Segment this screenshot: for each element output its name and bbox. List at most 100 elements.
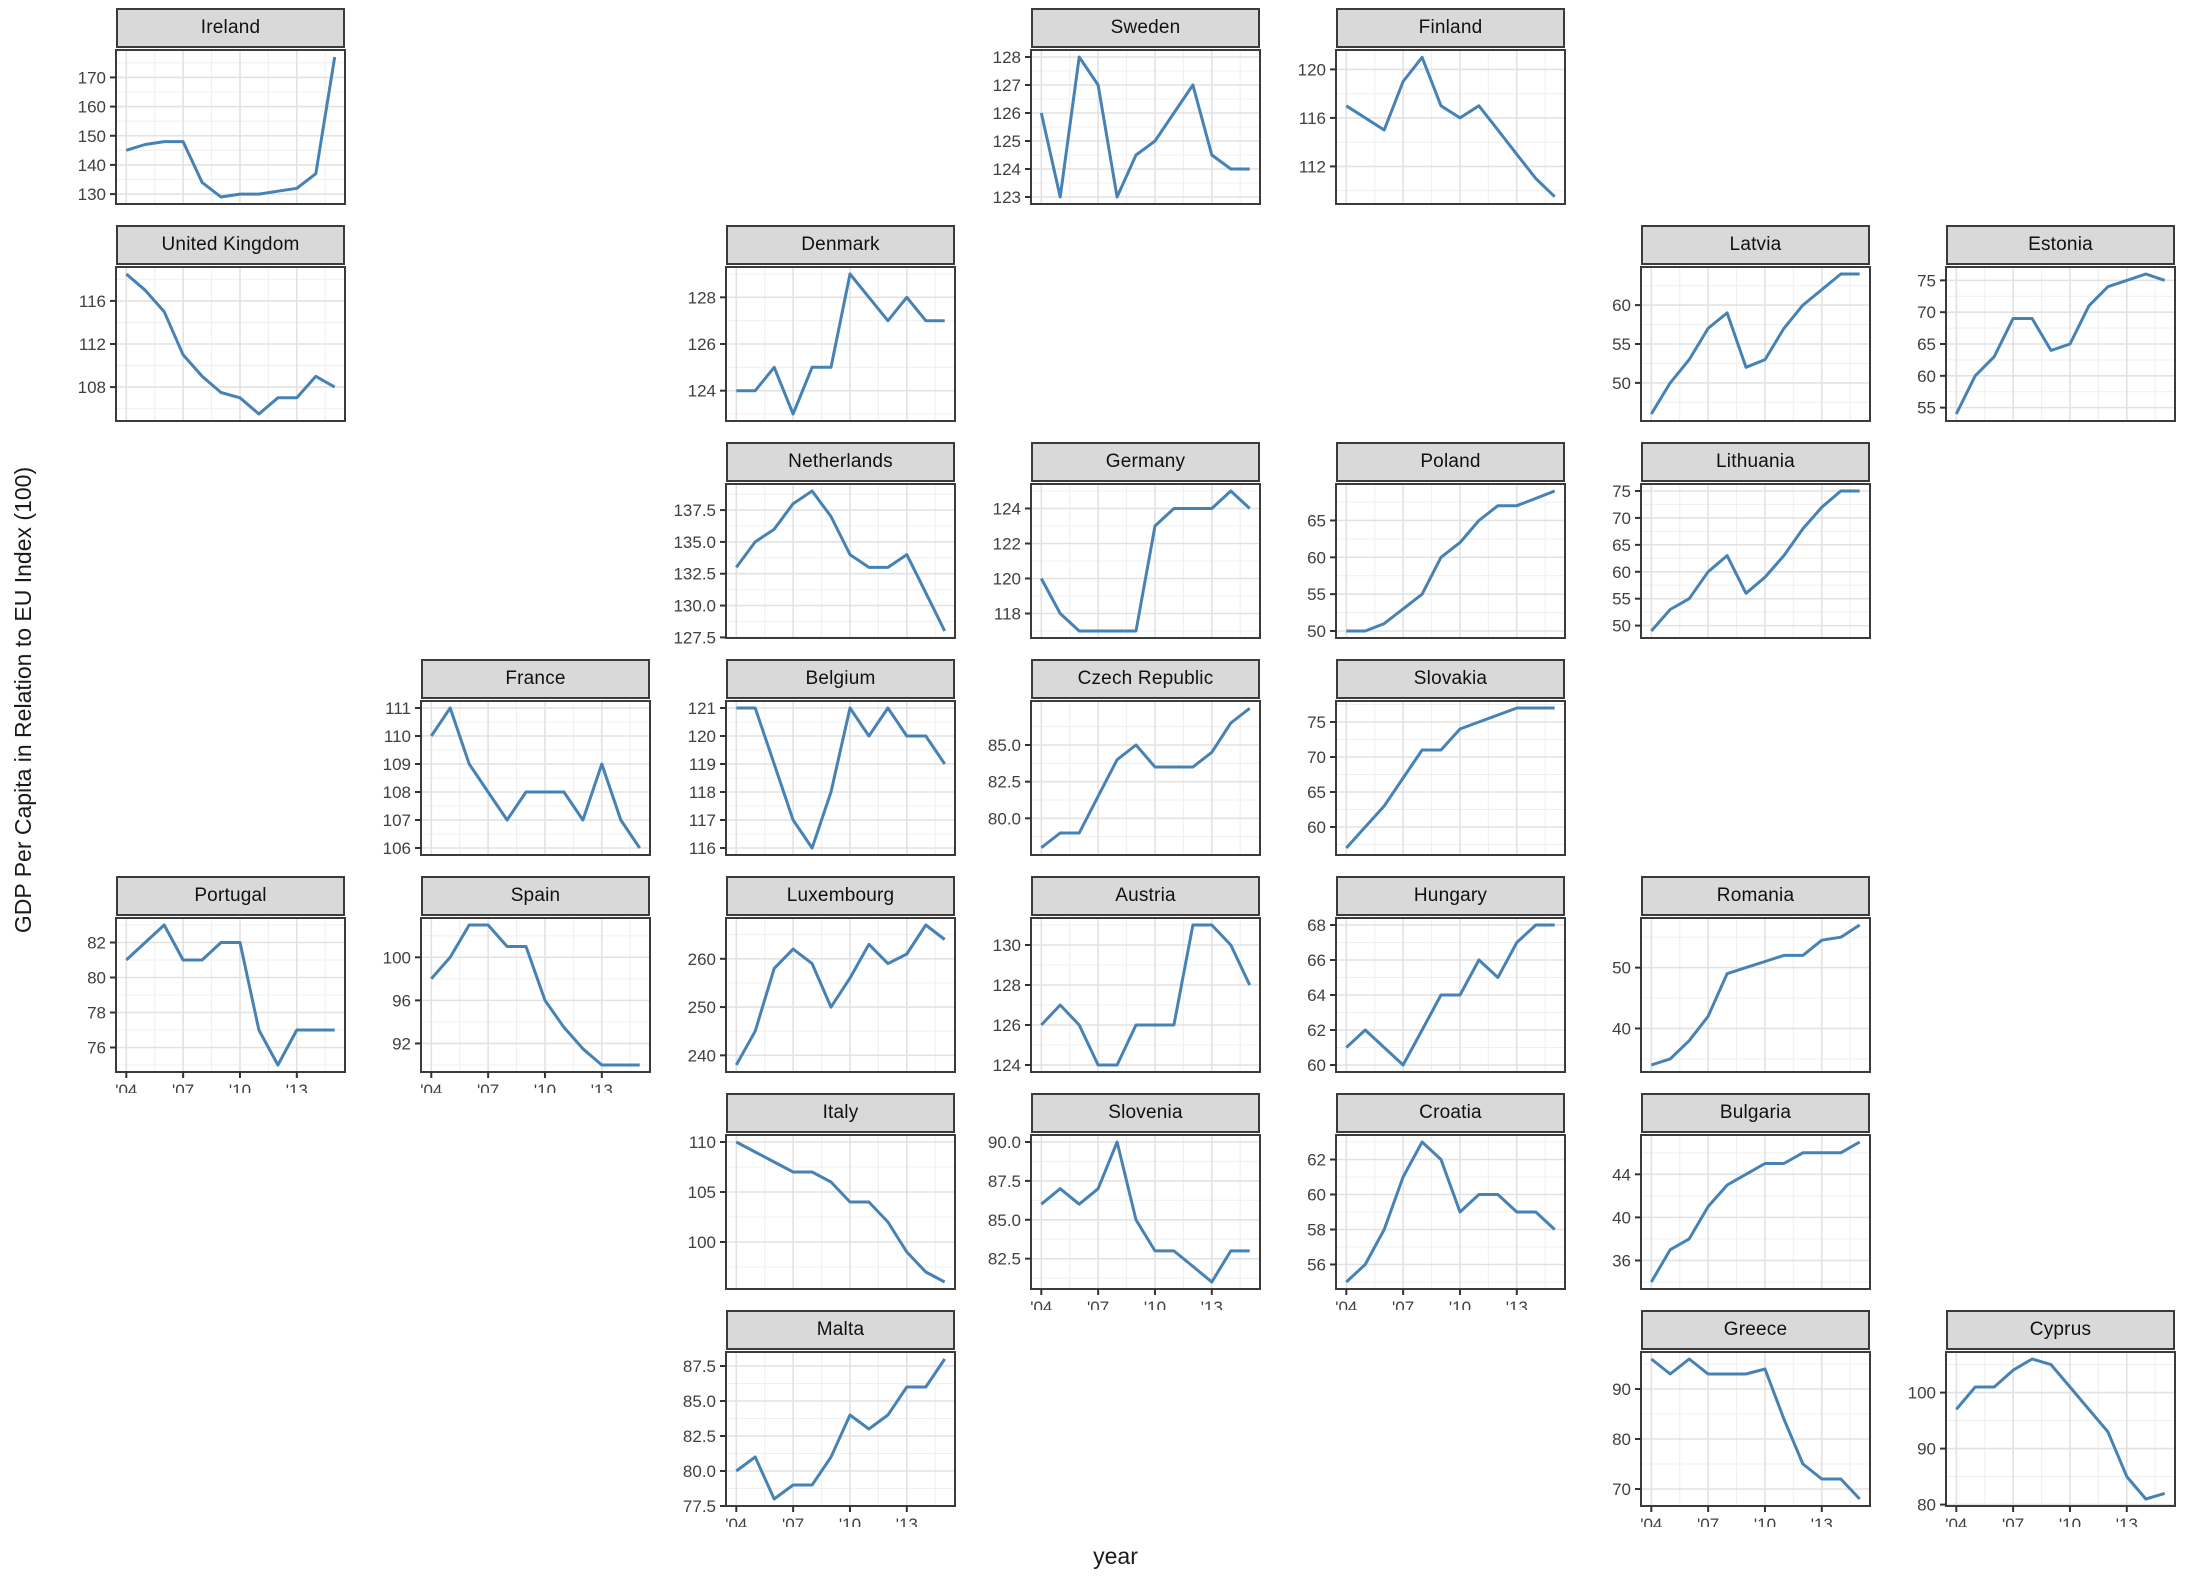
facet-title: Czech Republic (1031, 659, 1260, 699)
facet-title: Croatia (1336, 1093, 1565, 1133)
line-chart: 92 96 100 '04 '07 '10 '13 (383, 917, 651, 1093)
line-chart: 50 55 60 (1612, 266, 1871, 422)
y-tick-label: 126 (993, 1016, 1021, 1035)
line-chart: 50 55 60 65 70 75 (1612, 482, 1871, 639)
y-tick-label: 110 (689, 1133, 716, 1152)
x-tick-label: '07 (1697, 1515, 1719, 1527)
line-chart: 82.5 85.0 87.5 90.0 '04 '07 '10 '13 (988, 1133, 1261, 1310)
y-tick-label: 82.5 (988, 1250, 1021, 1269)
line-chart: 118 120 122 124 (993, 483, 1261, 639)
y-tick-label: 87.5 (683, 1357, 716, 1376)
y-axis-title: GDP Per Capita in Relation to EU Index (… (10, 466, 36, 934)
facet-grid: Ireland 130 140 150 160 170 Sweden 123 124 125 126… (48, 8, 2183, 1527)
line-chart: 124 126 128 (688, 266, 956, 422)
facet-austria: Austria 124 126 128 130 (963, 876, 1268, 1093)
facet-title: Portugal (116, 876, 345, 916)
y-tick-label: 127.5 (673, 628, 716, 647)
line-chart: 80.0 82.5 85.0 (988, 700, 1261, 856)
y-tick-label: 130 (993, 936, 1021, 955)
y-tick-label: 55 (1917, 399, 1936, 418)
y-tick-label: 130.0 (673, 597, 716, 616)
facet-title: Belgium (726, 659, 955, 699)
y-tick-label: 80 (87, 969, 106, 988)
y-tick-label: 126 (993, 104, 1021, 123)
y-tick-label: 50 (1612, 374, 1631, 393)
y-tick-label: 116 (689, 839, 716, 858)
y-tick-label: 92 (392, 1034, 411, 1053)
y-tick-label: 50 (1307, 622, 1326, 641)
y-tick-label: 122 (993, 535, 1021, 554)
line-chart: 70 80 90 '04 '07 '10 '13 (1612, 1351, 1871, 1527)
facet-title: Austria (1031, 876, 1260, 916)
y-tick-label: 75 (1612, 482, 1631, 501)
line-chart: 123 124 125 126 127 128 (993, 48, 1261, 207)
facet-greece: Greece 70 80 90 '04 '07 '10 '13 (1573, 1310, 1878, 1527)
y-tick-label: 80 (1612, 1430, 1631, 1449)
facet-title: Germany (1031, 442, 1260, 482)
y-tick-label: 60 (1307, 818, 1326, 837)
y-tick-label: 55 (1612, 590, 1631, 609)
y-tick-label: 100 (383, 948, 411, 967)
y-tick-label: 117 (689, 811, 716, 830)
y-tick-label: 75 (1307, 713, 1326, 732)
y-tick-label: 90.0 (988, 1133, 1021, 1152)
y-tick-label: 55 (1307, 585, 1326, 604)
y-tick-label: 75 (1917, 271, 1936, 290)
y-tick-label: 44 (1612, 1165, 1631, 1184)
y-tick-label: 130 (78, 185, 106, 204)
y-tick-label: 76 (87, 1039, 106, 1058)
y-tick-label: 58 (1307, 1221, 1326, 1240)
facet-title: Finland (1336, 8, 1565, 48)
line-chart: 36 40 44 (1612, 1134, 1871, 1290)
line-chart: 240 250 260 (688, 917, 956, 1073)
x-tick-label: '10 (2059, 1515, 2081, 1527)
x-tick-label: '13 (1201, 1298, 1223, 1310)
x-tick-label: '04 (1640, 1515, 1662, 1527)
y-tick-label: 116 (1299, 109, 1326, 128)
x-tick-label: '04 (1335, 1298, 1357, 1310)
line-chart: 100 105 110 (688, 1133, 956, 1290)
y-tick-label: 50 (1612, 959, 1631, 978)
x-tick-label: '07 (1087, 1298, 1109, 1310)
y-tick-label: 82 (87, 934, 106, 953)
facet-lithuania: Lithuania 50 55 60 65 70 75 (1573, 442, 1878, 659)
y-tick-label: 118 (994, 605, 1021, 624)
facet-title: Sweden (1031, 8, 1260, 48)
line-chart: 130 140 150 160 170 (78, 49, 346, 205)
line-chart: 77.5 80.0 82.5 85.0 87.5 '04 '07 '10 '13 (683, 1351, 956, 1527)
y-tick-label: 40 (1612, 1019, 1631, 1038)
line-chart: 50 55 60 65 (1307, 483, 1566, 641)
facet-denmark: Denmark 124 126 128 (658, 225, 963, 442)
y-tick-label: 137.5 (673, 501, 716, 520)
y-tick-label: 50 (1612, 617, 1631, 636)
x-tick-label: '10 (1754, 1515, 1776, 1527)
y-tick-label: 123 (993, 188, 1021, 207)
y-tick-label: 36 (1612, 1251, 1631, 1270)
facet-title: Ireland (116, 8, 345, 48)
y-tick-label: 60 (1307, 548, 1326, 567)
facet-title: Hungary (1336, 876, 1565, 916)
y-tick-label: 119 (689, 755, 716, 774)
facet-finland: Finland 112 116 120 (1268, 8, 1573, 225)
y-tick-label: 60 (1917, 367, 1936, 386)
y-tick-label: 124 (993, 500, 1021, 519)
y-tick-label: 70 (1612, 509, 1631, 528)
facet-title: Spain (421, 876, 650, 916)
y-tick-label: 160 (78, 98, 106, 117)
y-tick-label: 121 (688, 699, 716, 718)
facet-ireland: Ireland 130 140 150 160 170 (48, 8, 353, 225)
y-tick-label: 105 (688, 1183, 716, 1202)
x-tick-label: '13 (2116, 1515, 2138, 1527)
x-tick-label: '10 (1144, 1298, 1166, 1310)
facet-malta: Malta 77.5 80.0 82.5 85.0 87.5 '04 '07 '10 '13 (658, 1310, 963, 1527)
y-tick-label: 150 (78, 127, 106, 146)
y-tick-label: 60 (1612, 563, 1631, 582)
facet-latvia: Latvia 50 55 60 (1573, 225, 1878, 442)
facet-luxembourg: Luxembourg 240 250 260 (658, 876, 963, 1093)
line-chart: 108 112 116 (78, 266, 346, 422)
y-tick-label: 66 (1307, 951, 1326, 970)
y-tick-label: 128 (688, 288, 716, 307)
y-tick-label: 110 (384, 727, 411, 746)
x-tick-label: '13 (591, 1081, 613, 1093)
